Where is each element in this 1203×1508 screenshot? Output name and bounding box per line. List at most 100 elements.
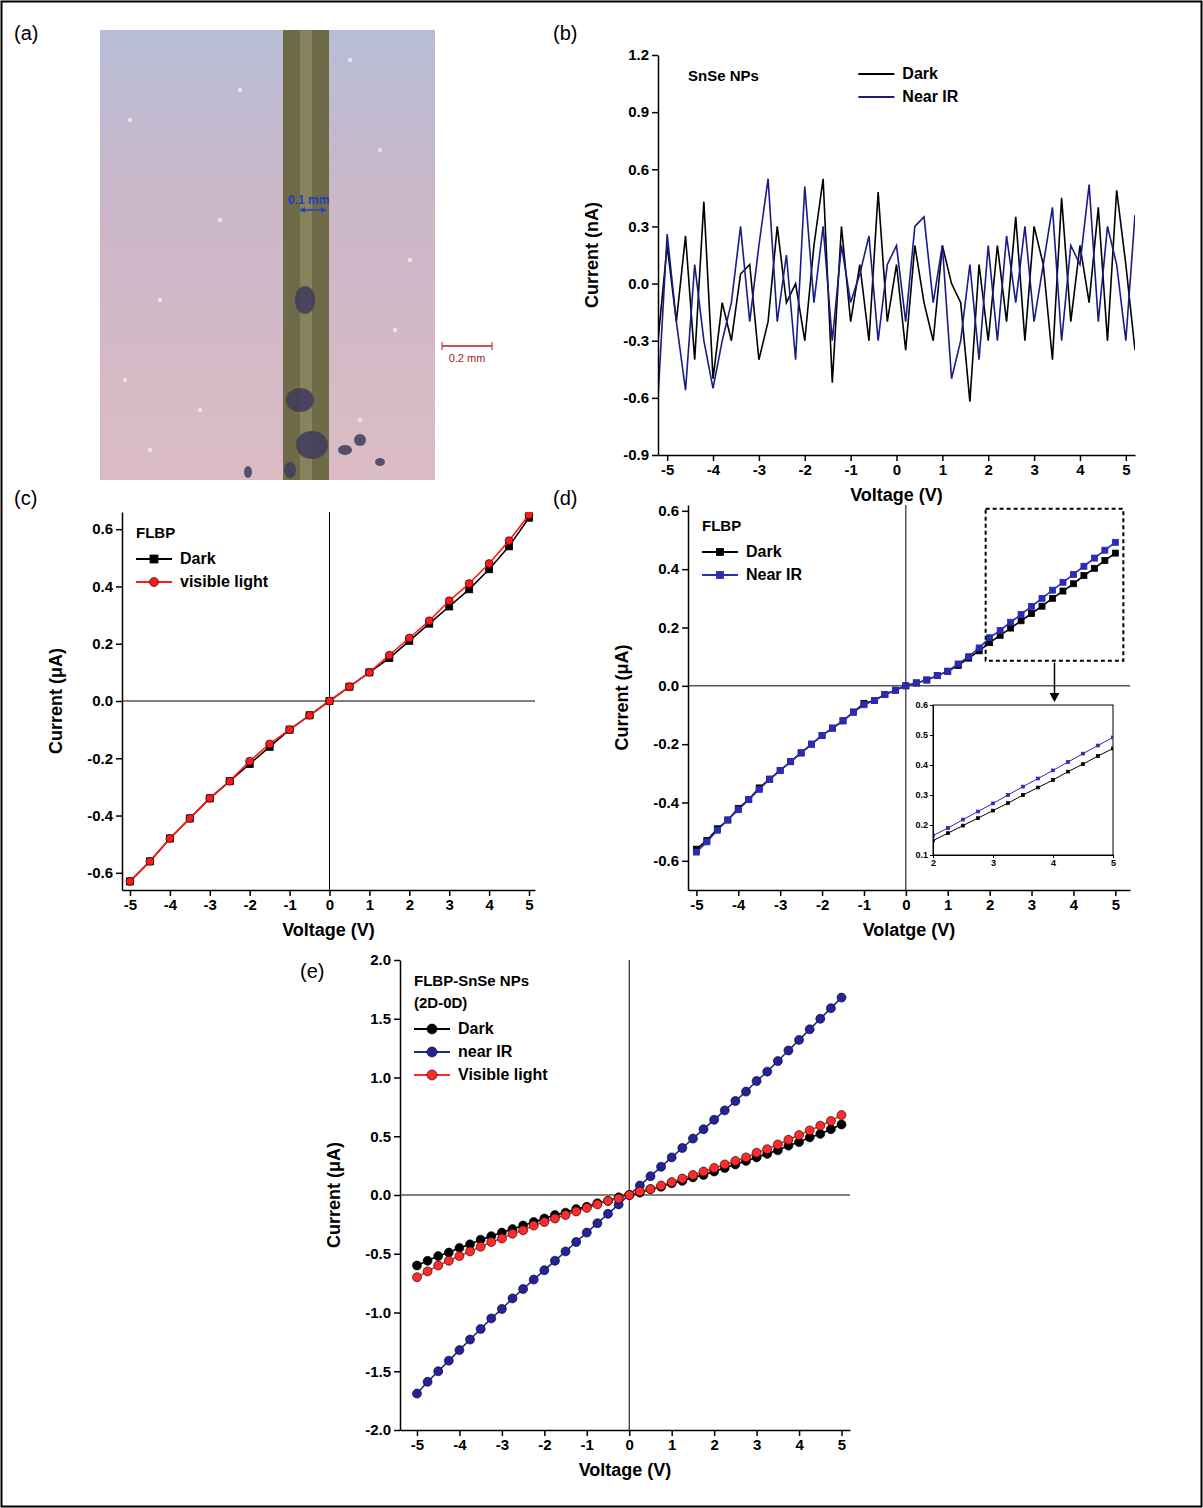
data-point (519, 1285, 528, 1294)
dark-spot (286, 388, 314, 412)
zoom-arrow (1054, 663, 1056, 695)
legend-marker (427, 1070, 437, 1080)
data-point (582, 1228, 591, 1237)
inset-y-tick-label: 0.2 (915, 820, 928, 830)
data-point (306, 712, 313, 719)
x-tick-label: 5 (525, 896, 533, 913)
data-point (947, 832, 950, 835)
y-tick-mark (652, 169, 658, 171)
data-point (508, 1294, 517, 1303)
micrograph-speck (378, 148, 382, 152)
micrograph-speck (218, 218, 222, 222)
data-point (710, 1163, 719, 1172)
x-tick-label: -1 (844, 461, 857, 478)
y-tick-label: 0.4 (92, 578, 114, 595)
data-point (206, 795, 213, 802)
micrograph-speck (393, 328, 397, 332)
y-tick: 0.2 (92, 635, 122, 652)
x-tick-label: 2 (986, 896, 994, 913)
x-tick: 3 (1028, 890, 1036, 913)
data-point (126, 878, 133, 885)
y-tick: 0.6 (628, 161, 658, 178)
data-point (731, 1156, 740, 1165)
y-tick-label: 0.6 (658, 502, 679, 519)
dark-spot (338, 445, 352, 455)
data-point (614, 1194, 623, 1203)
annotation: FLBP (702, 517, 741, 534)
y-tick-mark (394, 1430, 400, 1432)
x-tick: -3 (204, 890, 217, 913)
legend: Darkvisible light (136, 550, 269, 590)
y-tick-label: -0.4 (87, 807, 114, 824)
data-point (540, 1218, 549, 1227)
legend-marker (150, 578, 159, 587)
data-point (206, 794, 214, 802)
legend-label: Near IR (902, 88, 958, 105)
y-tick: 0.5 (370, 1128, 400, 1145)
y-tick: 0.6 (658, 502, 688, 519)
data-point (987, 635, 993, 641)
data-point (572, 1207, 581, 1216)
data-point (763, 1145, 772, 1154)
x-tick: -4 (164, 890, 178, 913)
x-tick-label: 0 (326, 896, 334, 913)
y-tick-label: -0.3 (623, 332, 649, 349)
dark-spot (284, 462, 296, 478)
inset-y-tick: 0.5 (915, 730, 933, 740)
y-tick: 1.0 (370, 1069, 400, 1086)
scale-label: 0.2 mm (449, 352, 486, 364)
x-tick: 4 (795, 1430, 804, 1453)
legend-label: Dark (458, 1020, 494, 1037)
data-point (146, 857, 154, 865)
panel-label: (d) (553, 487, 577, 509)
series-line (658, 179, 1135, 398)
data-point (892, 687, 898, 693)
data-point (966, 654, 972, 660)
data-point (166, 834, 174, 842)
y-tick-mark (394, 1019, 400, 1021)
x-tick-label: 0 (902, 896, 910, 913)
data-point (455, 1252, 464, 1261)
x-tick: -2 (799, 455, 812, 478)
data-point (455, 1243, 464, 1252)
legend: DarkNear IR (858, 65, 958, 105)
x-tick-label: -1 (283, 896, 296, 913)
x-tick: -2 (538, 1430, 551, 1453)
inset-x-tick-label: 2 (931, 858, 936, 868)
data-point (777, 767, 783, 773)
data-point (945, 668, 951, 674)
x-tick-label: -5 (411, 1436, 424, 1453)
y-tick-mark (682, 627, 688, 629)
x-axis: -5-4-3-2-1012345 (689, 890, 1131, 913)
x-tick-label: 5 (838, 1436, 846, 1453)
x-tick-label: 4 (485, 896, 494, 913)
data-point (466, 1247, 475, 1256)
y-tick: -0.9 (623, 446, 658, 463)
y-tick: -0.5 (365, 1245, 400, 1262)
zero-lines (688, 505, 1130, 890)
annotation: FLBP (136, 524, 175, 541)
data-point (1049, 595, 1055, 601)
data-point (146, 858, 153, 865)
dark-spot (295, 286, 315, 314)
micrograph-speck (238, 88, 242, 92)
y-tick-mark (652, 112, 658, 114)
data-point (540, 1266, 549, 1275)
inset: 23450.10.20.30.40.50.6 (512, 700, 1116, 1057)
y-tick-mark (394, 1312, 400, 1314)
x-tick: -5 (690, 890, 703, 913)
y-tick-label: 0.0 (658, 677, 679, 694)
y-tick: -0.2 (653, 735, 688, 752)
data-point (746, 797, 752, 803)
data-point (604, 1196, 613, 1205)
x-tick-label: -2 (538, 1436, 551, 1453)
micrograph-speck (123, 378, 127, 382)
data-point (444, 1356, 453, 1365)
data-point (699, 1125, 708, 1134)
data-point (678, 1174, 687, 1183)
micrograph-background (100, 30, 435, 480)
data-point (934, 673, 940, 679)
data-point (924, 677, 930, 683)
plot-area (693, 539, 1118, 855)
data-point (1018, 618, 1024, 624)
